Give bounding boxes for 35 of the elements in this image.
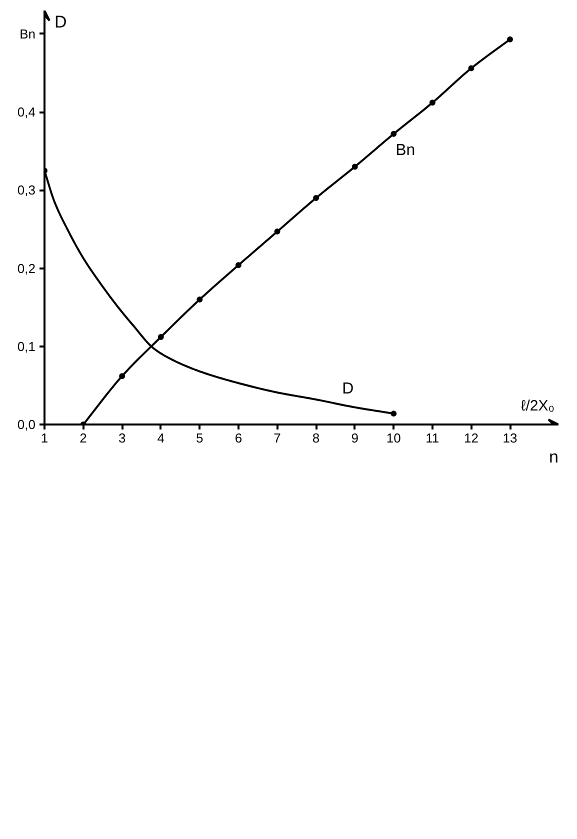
series-label: Bn bbox=[396, 142, 416, 159]
series-label: D bbox=[342, 380, 354, 398]
y-tick-label: 0,0 bbox=[17, 417, 36, 432]
y-axis-title: D bbox=[54, 12, 67, 32]
x-axis-title: n bbox=[549, 448, 559, 466]
point bbox=[235, 262, 242, 268]
point bbox=[274, 228, 280, 235]
annotation: ℓ/2X₀ bbox=[520, 398, 555, 414]
x-tick-label: 11 bbox=[426, 430, 440, 446]
x-tick-label: 1 bbox=[40, 430, 48, 446]
x-tick-label: 7 bbox=[274, 430, 281, 446]
x-tick-label: 10 bbox=[386, 430, 401, 446]
x-tick-label: 9 bbox=[351, 430, 358, 446]
x-tick-label: 6 bbox=[234, 430, 242, 446]
x-tick-label: 3 bbox=[118, 430, 126, 446]
y-tick-label: 0,1 bbox=[17, 338, 36, 354]
point bbox=[119, 373, 126, 380]
y-tick-label: Bn bbox=[20, 26, 36, 42]
x-tick-label: 5 bbox=[196, 430, 204, 446]
y-tick-label: 0,4 bbox=[17, 104, 36, 120]
y-tick-label: 0,2 bbox=[17, 260, 36, 276]
point bbox=[390, 130, 397, 137]
x-tick-label: 8 bbox=[312, 430, 320, 446]
x-tick-label: 2 bbox=[80, 430, 87, 446]
point bbox=[158, 334, 164, 340]
point bbox=[468, 65, 474, 72]
point bbox=[352, 164, 358, 170]
x-tick-label: 13 bbox=[502, 430, 518, 446]
x-tick-label: 4 bbox=[157, 430, 164, 446]
point bbox=[429, 100, 436, 106]
y-tick-label: 0,3 bbox=[17, 182, 36, 198]
point bbox=[313, 194, 320, 201]
point bbox=[507, 36, 514, 42]
x-tick-label: 12 bbox=[464, 430, 478, 446]
point bbox=[196, 296, 203, 303]
